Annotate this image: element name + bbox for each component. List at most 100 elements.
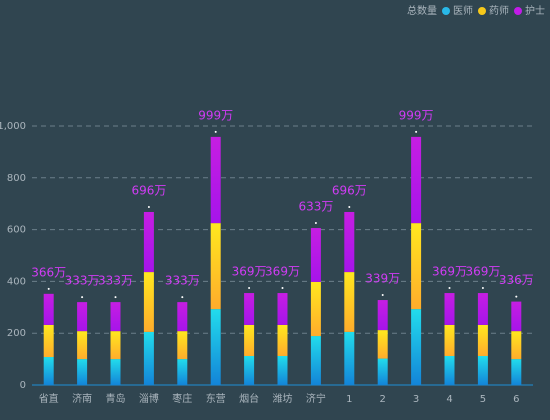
bar-segment (43, 293, 54, 325)
bar-segment (477, 355, 488, 385)
bar-segment (444, 355, 455, 385)
x-tick-label: 枣庄 (172, 392, 192, 405)
bar-segment (110, 359, 121, 385)
bar-segment (244, 324, 255, 356)
total-label: 369万 (432, 265, 467, 279)
x-tick-label: 烟台 (239, 392, 259, 405)
x-tick-label: 1 (346, 394, 352, 405)
x-tick-label: 6 (513, 394, 519, 405)
total-dot (381, 294, 384, 297)
bar-segment (344, 272, 355, 332)
bar-segment (310, 336, 321, 385)
total-dot (114, 296, 117, 299)
total-dot (515, 295, 518, 298)
bar-segment (177, 302, 188, 332)
total-dot (314, 222, 317, 225)
bar-segment (310, 228, 321, 282)
bar-segment (511, 359, 522, 385)
x-tick-label: 东营 (206, 392, 226, 405)
total-label: 366万 (31, 265, 66, 279)
total-label: 339万 (365, 272, 400, 286)
bar-segment (477, 324, 488, 356)
total-label: 369万 (465, 265, 500, 279)
total-dot (348, 205, 351, 208)
total-dot (448, 287, 451, 290)
bar-segment (77, 302, 88, 332)
y-tick-label: 200 (7, 328, 26, 339)
x-tick-label: 淄博 (139, 392, 159, 405)
total-dot (181, 296, 184, 299)
legend-label: 药师 (489, 4, 509, 17)
bar-segment (277, 293, 288, 325)
bar-segment (77, 359, 88, 385)
total-dot (281, 287, 284, 290)
total-label: 369万 (265, 265, 300, 279)
total-label: 333万 (165, 274, 200, 288)
x-tick-label: 5 (480, 394, 486, 405)
bar-segment (143, 331, 154, 385)
bar-segment (77, 331, 88, 360)
bar-segment (344, 211, 355, 273)
bar-segment (444, 324, 455, 356)
total-dot (47, 287, 50, 290)
total-label: 633万 (298, 200, 333, 214)
total-label: 696万 (332, 183, 367, 197)
legend-marker (478, 7, 486, 15)
total-dot (214, 130, 217, 133)
total-label: 999万 (399, 108, 434, 122)
total-dot (481, 287, 484, 290)
bar-segment (143, 272, 154, 332)
total-dot (248, 287, 251, 290)
total-label: 999万 (198, 108, 233, 122)
legend-label: 护士 (525, 4, 545, 17)
total-label: 369万 (232, 265, 267, 279)
legend-marker (514, 7, 522, 15)
x-tick-label: 4 (446, 394, 452, 405)
bar-segment (310, 281, 321, 337)
y-tick-label: 400 (7, 276, 26, 287)
x-tick-label: 2 (380, 394, 386, 405)
bar-segment (511, 331, 522, 360)
y-tick-label: 800 (7, 173, 26, 184)
bar-segment (277, 324, 288, 356)
bar-segment (344, 331, 355, 385)
x-tick-label: 3 (413, 394, 419, 405)
bar-segment (377, 330, 388, 359)
total-label: 333万 (65, 274, 100, 288)
bar-segment (210, 136, 221, 224)
bar-segment (210, 223, 221, 310)
x-tick-label: 省直 (39, 392, 59, 405)
y-tick-label: 0 (20, 380, 26, 391)
bar-segment (444, 293, 455, 325)
bar-segment (244, 293, 255, 325)
bar-segment (411, 223, 422, 310)
legend-label: 医师 (453, 4, 473, 17)
x-tick-label: 济南 (72, 392, 92, 405)
bar-segment (43, 324, 54, 358)
bar-segment (377, 300, 388, 331)
total-dot (81, 296, 84, 299)
total-label: 336万 (499, 273, 534, 287)
x-tick-label: 青岛 (106, 392, 126, 405)
bar-segment (110, 302, 121, 332)
legend-marker (442, 7, 450, 15)
bar-segment (210, 309, 221, 385)
bar-segment (244, 355, 255, 385)
bar-segment (411, 309, 422, 385)
y-tick-label: 1,000 (0, 121, 26, 132)
x-tick-label: 潍坊 (273, 392, 293, 405)
bar-segment (511, 301, 522, 332)
total-label: 333万 (98, 274, 133, 288)
x-tick-label: 济宁 (306, 392, 326, 405)
bar-segment (377, 358, 388, 385)
total-label: 696万 (131, 183, 166, 197)
bar-segment (411, 136, 422, 224)
y-tick-label: 600 (7, 225, 26, 236)
bar-segment (110, 331, 121, 360)
bar-segment (277, 355, 288, 385)
total-dot (147, 205, 150, 208)
bar-segment (477, 293, 488, 325)
bar-segment (177, 331, 188, 360)
bar-segment (143, 211, 154, 273)
